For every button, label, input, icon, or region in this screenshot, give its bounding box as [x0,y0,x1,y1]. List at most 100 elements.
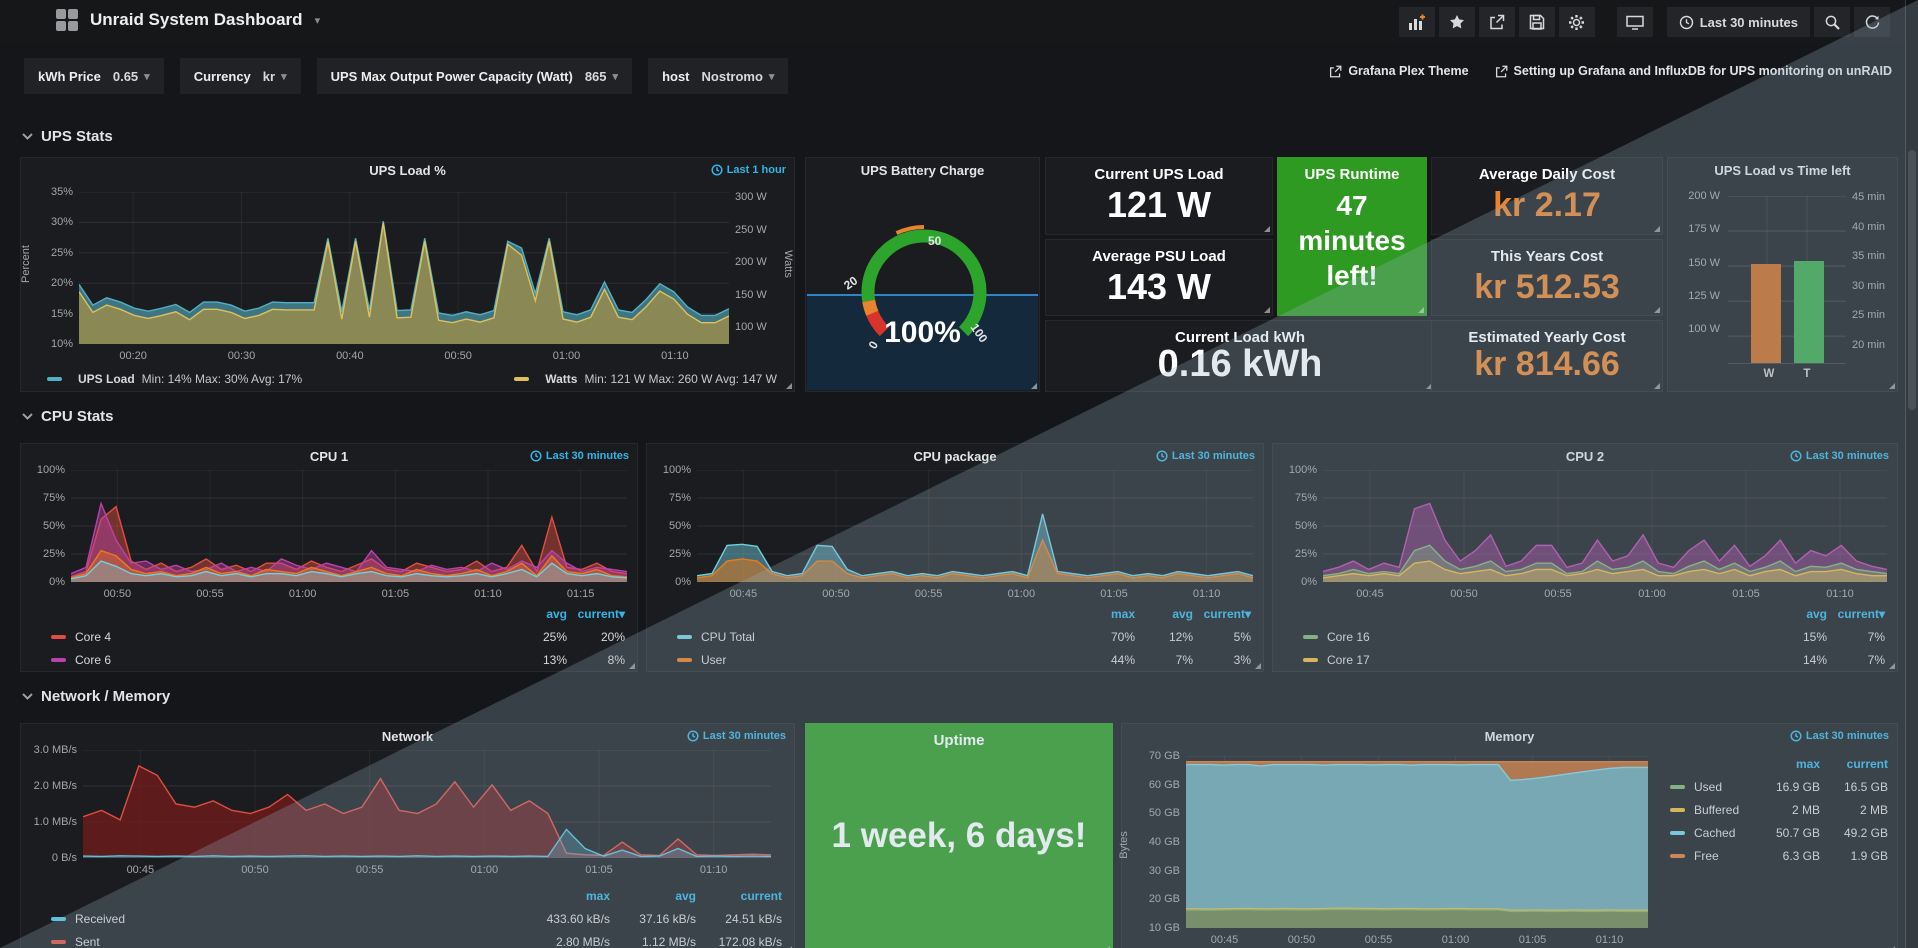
panel-uptime: Uptime 1 week, 6 days! [805,723,1113,948]
section-cpu-stats[interactable]: CPU Stats [22,408,114,425]
stat-title[interactable]: Current UPS Load [1094,166,1224,183]
search-button[interactable] [1814,7,1850,37]
legend-value: 14% [1802,652,1827,667]
panel-title[interactable]: Network [381,729,434,744]
legend-label[interactable]: Buffered [1694,802,1740,817]
bar-plot[interactable] [1728,196,1846,364]
legend-column-header[interactable]: avg [1172,606,1193,621]
panel-title[interactable]: CPU 2 [1565,449,1605,464]
header-bar: Unraid System Dashboard ▾ [0,0,1918,44]
var-host[interactable]: host Nostromo ▾ [648,58,789,94]
stat-title[interactable]: UPS Runtime [1304,166,1400,183]
time-range-picker[interactable]: Last 30 minutes [1666,7,1810,37]
scrollbar-thumb[interactable] [1908,150,1916,410]
legend-value: 37.16 kB/s [639,911,696,926]
legend-column-header[interactable]: current▾ [577,606,625,621]
axis-tick: 125 W [1688,289,1720,302]
section-network-memory[interactable]: Network / Memory [22,688,170,705]
panel-time-range[interactable]: Last 30 minutes [1790,450,1889,462]
legend-column-header[interactable]: current [1846,756,1888,771]
share-button[interactable] [1478,7,1515,37]
var-currency[interactable]: Currency kr ▾ [179,58,301,94]
chevron-down-icon [22,413,33,420]
legend-label[interactable]: Core 6 [75,652,112,667]
y-axis: 100% 75% 50% 25% 0% [1279,464,1317,588]
legend-column-header[interactable]: max [1795,756,1820,771]
stat-title[interactable]: Estimated Yearly Cost [1468,329,1626,346]
legend-label[interactable]: Received [75,911,126,926]
save-button[interactable] [1518,7,1555,37]
axis-tick: 01:00 [470,864,499,876]
legend-label[interactable]: Cached [1694,825,1736,840]
legend-label[interactable]: Core 4 [75,629,112,644]
dashboard-title-group[interactable]: Unraid System Dashboard ▾ [56,9,320,31]
stat-title[interactable]: Uptime [933,732,985,749]
stat-title[interactable]: Average PSU Load [1092,248,1226,265]
legend-column-header[interactable]: avg [546,606,567,621]
cpu2-chart[interactable] [1323,470,1887,582]
legend-label[interactable]: Core 17 [1327,652,1370,667]
legend-column-header[interactable]: current▾ [1837,606,1885,621]
panel-time-range[interactable]: Last 30 minutes [687,730,786,742]
legend-label[interactable]: Free [1694,848,1719,863]
legend-label[interactable]: UPS Load [78,372,135,386]
panel-title[interactable]: CPU 1 [309,449,349,464]
legend-label[interactable]: Core 16 [1327,629,1370,644]
panel-title[interactable]: UPS Load vs Time left [1714,163,1851,178]
legend-label[interactable]: CPU Total [701,629,755,644]
panel-time-range[interactable]: Last 30 minutes [1156,450,1255,462]
memory-chart[interactable] [1186,756,1648,928]
legend-column-header[interactable]: avg [675,888,696,903]
panel-title[interactable]: Memory [1484,729,1535,744]
legend-column-header[interactable]: current▾ [1203,606,1251,621]
network-chart[interactable] [83,750,771,858]
axis-tick: 250 W [735,223,767,236]
add-panel-button[interactable] [1398,7,1435,37]
axis-tick: 0 B/s [51,852,77,864]
panel-time-range[interactable]: Last 30 minutes [530,450,629,462]
ups-load-chart[interactable] [79,192,729,344]
tv-mode-button[interactable] [1616,7,1653,37]
refresh-button[interactable] [1854,7,1890,37]
bar-w[interactable] [1750,264,1781,363]
panel-title[interactable]: UPS Battery Charge [860,163,985,178]
panel-time-range[interactable]: Last 1 hour [711,164,786,176]
axis-tick: 01:10 [474,588,502,600]
legend-label[interactable]: Sent [75,934,100,948]
star-button[interactable] [1438,7,1475,37]
legend-label[interactable]: User [701,652,727,667]
legend-column-header[interactable]: avg [1806,606,1827,621]
panel-title[interactable]: UPS Load % [369,163,446,178]
axis-tick: 100% [662,464,691,476]
axis-tick: 150 W [735,288,767,301]
var-ups-max-output[interactable]: UPS Max Output Power Capacity (Watt) 865… [316,58,633,94]
legend-label[interactable]: Used [1694,779,1723,794]
cpu-package-chart[interactable] [697,470,1253,582]
stat-title[interactable]: Average Daily Cost [1478,166,1616,183]
legend-swatch [677,634,692,639]
legend-column-header[interactable]: max [1110,606,1135,621]
panel-title[interactable]: CPU package [913,449,997,464]
panel-time-range[interactable]: Last 30 minutes [1790,730,1889,742]
legend-swatch [51,939,66,944]
stat-title[interactable]: This Years Cost [1490,248,1604,265]
link-grafana-plex-theme[interactable]: Grafana Plex Theme [1329,64,1469,78]
legend-value: 2.80 MB/s [555,934,610,948]
legend-value: 3% [1233,652,1251,667]
stat-title[interactable]: Current Load kWh [1175,329,1305,346]
scrollbar[interactable] [1905,0,1918,948]
legend-swatch [1670,807,1685,812]
axis-tick: 01:05 [1100,588,1128,600]
legend-column-header[interactable]: current [740,888,782,903]
section-ups-stats[interactable]: UPS Stats [22,128,113,145]
legend-header: avg current▾ [1303,602,1885,625]
axis-tick: 00:50 [1450,588,1478,600]
var-kwh-price[interactable]: kWh Price 0.65 ▾ [24,58,164,94]
legend-label[interactable]: Watts [545,372,578,386]
legend-swatch [1670,830,1685,835]
link-grafana-influxdb-guide[interactable]: Setting up Grafana and InfluxDB for UPS … [1495,64,1892,78]
legend-column-header[interactable]: max [585,888,610,903]
cpu1-chart[interactable] [71,470,627,582]
settings-button[interactable] [1558,7,1595,37]
bar-t[interactable] [1793,261,1824,363]
